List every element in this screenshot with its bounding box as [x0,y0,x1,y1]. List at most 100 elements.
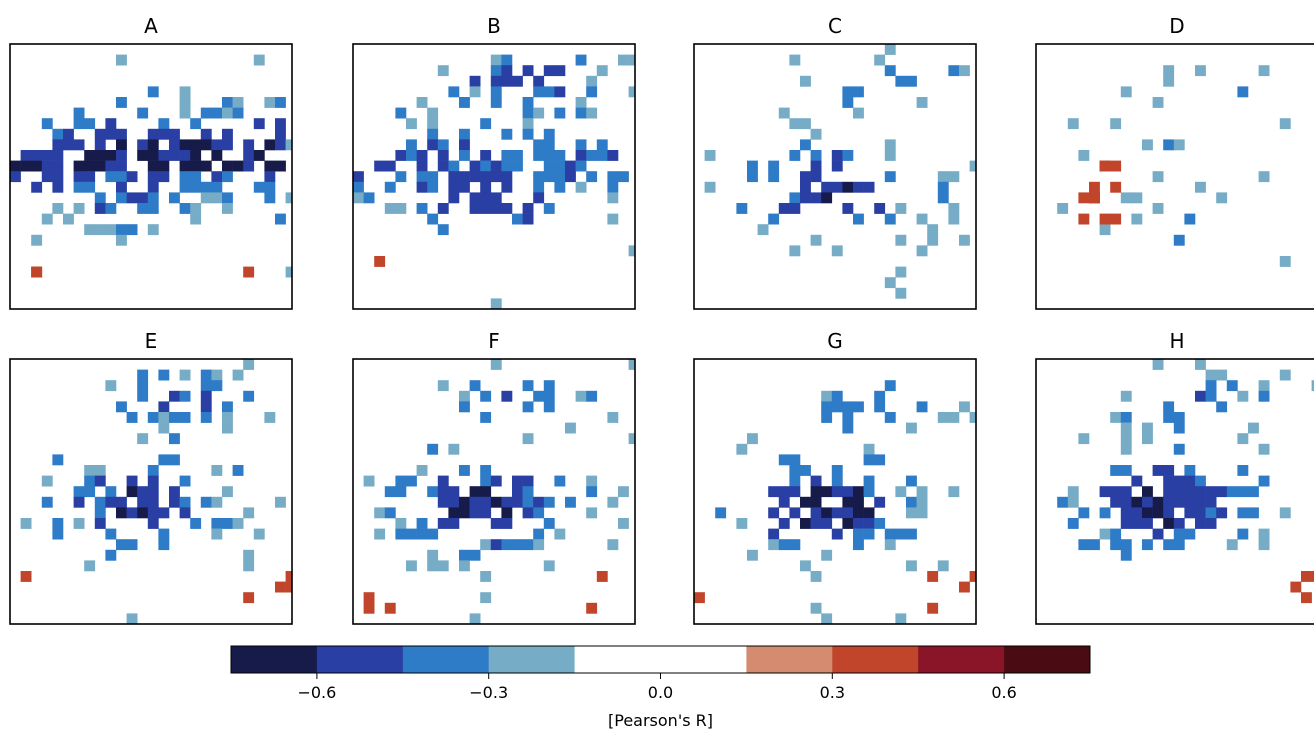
colorbar-segment [402,646,490,673]
grid-cell [1099,224,1111,236]
grid-cell [437,560,449,572]
grid-cell [353,192,364,204]
grid-cell [169,192,180,204]
colorbar-segment [488,646,576,673]
grid-cell [126,192,138,204]
grid-cell [406,139,417,151]
grid-cell [147,465,159,476]
grid-cell [522,539,534,551]
grid-cell [800,118,811,130]
grid-cell [105,496,117,508]
grid-cell [1258,528,1270,540]
grid-cell [1205,507,1217,519]
grid-cell [1099,507,1111,519]
grid-cell [1216,369,1228,381]
grid-cell [427,560,439,572]
grid-cell [253,118,265,130]
grid-cell [264,192,276,204]
panel-frame [352,358,636,625]
correlation-cells [363,359,635,624]
grid-cell [1120,433,1132,445]
grid-cell [480,203,492,214]
grid-cell [1237,86,1249,98]
grid-cell [179,107,191,119]
grid-cell-positive [1110,160,1122,172]
grid-cell [353,181,364,193]
grid-cell [73,160,85,172]
grid-cell [800,192,811,204]
grid-cell [1237,465,1249,476]
grid-cell [1110,539,1122,551]
correlation-cells [1057,359,1314,604]
grid-cell [459,560,470,572]
grid-cell [959,401,970,413]
grid-cell [147,496,159,508]
grid-cell [200,160,212,172]
grid-cell [427,549,439,561]
grid-cell [607,213,619,225]
grid-cell [469,380,481,392]
grid-cell [374,528,386,540]
grid-cell [243,507,255,519]
grid-cell [285,266,292,278]
grid-cell [232,97,244,108]
grid-cell [169,128,180,140]
map-panel-g: G [693,329,977,625]
grid-cell [810,507,822,519]
grid-cell [1216,401,1228,413]
grid-cell [84,224,96,236]
grid-cell [169,454,180,466]
grid-cell [1131,192,1143,204]
grid-cell [586,86,598,98]
grid-cell [73,107,85,119]
grid-cell [105,128,117,140]
grid-cell [810,518,822,529]
grid-cell [158,412,170,423]
grid-cell [853,496,864,508]
grid-cell [73,518,85,529]
grid-cell [522,128,534,140]
grid-cell-positive [1301,571,1312,582]
grid-cell [1195,65,1206,77]
grid-cell [116,139,127,151]
grid-cell [522,107,534,119]
grid-cell [543,401,555,413]
grid-cell [406,528,417,540]
grid-cell [285,192,292,204]
grid-cell-positive [1078,213,1090,225]
grid-cell [1142,433,1153,445]
grid-cell [147,150,159,161]
grid-cell [480,486,492,498]
grid-cell [459,549,470,561]
grid-cell [543,390,555,402]
grid-cell [1195,518,1206,529]
grid-cell [427,118,439,130]
grid-cell [916,213,928,225]
grid-cell [480,496,492,508]
grid-cell [863,507,875,519]
grid-cell [628,54,635,66]
grid-cell-positive [1099,213,1111,225]
grid-cell [1120,539,1132,551]
grid-cell [243,160,255,172]
grid-cell [116,192,127,204]
grid-cell [275,118,286,130]
grid-cell [757,224,769,236]
grid-cell [1078,507,1090,519]
grid-cell [116,97,127,108]
grid-cell [211,139,223,151]
grid-cell [84,181,96,193]
grid-cell [789,203,801,214]
grid-cell [459,150,470,161]
grid-cell [501,390,513,402]
grid-cell-positive [384,602,396,614]
grid-cell [232,369,244,381]
grid-cell-positive [363,602,375,614]
grid-cell [63,139,74,151]
grid-cell [480,592,492,604]
grid-cell [73,203,85,214]
grid-cell [842,422,854,434]
grid-cell [863,443,875,455]
grid-cell [501,203,513,214]
grid-cell [84,160,96,172]
